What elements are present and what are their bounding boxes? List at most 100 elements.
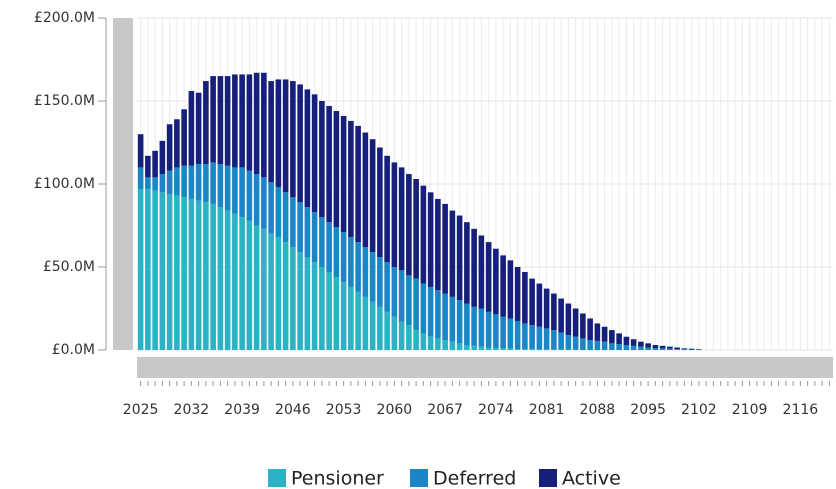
bar-segment xyxy=(195,92,202,165)
bar-segment xyxy=(681,349,688,350)
bar-segment xyxy=(145,155,151,178)
bar-segment xyxy=(275,79,282,188)
bar-segment xyxy=(319,101,325,218)
bar-segment xyxy=(630,345,637,350)
bar-segment xyxy=(493,314,499,349)
bar-segment xyxy=(580,313,586,339)
bar-segment xyxy=(485,347,492,350)
bar-segment xyxy=(224,76,231,166)
bar-segment xyxy=(413,179,419,279)
bar-segment xyxy=(616,333,622,345)
bar-segment xyxy=(152,177,158,191)
bar-segment xyxy=(464,303,470,346)
bar-segment xyxy=(449,210,456,297)
bar-segment xyxy=(391,162,398,267)
bar-segment xyxy=(471,228,477,307)
bar-segment xyxy=(232,74,238,168)
bar-segment xyxy=(159,174,166,193)
bar-segment xyxy=(384,155,390,263)
bar-segment xyxy=(166,170,173,194)
bar-segment xyxy=(529,349,535,350)
bar-segment xyxy=(384,311,390,350)
bar-segment xyxy=(522,271,528,324)
bar-segment xyxy=(456,343,463,350)
bar-segment xyxy=(674,347,680,350)
bar-segment xyxy=(435,338,441,350)
bar-segment xyxy=(638,346,644,350)
bar-segment xyxy=(333,227,340,277)
bar-segment xyxy=(493,348,499,350)
bar-segment xyxy=(304,207,311,258)
bar-segment xyxy=(355,125,361,243)
bar-segment xyxy=(377,306,383,350)
bar-segment xyxy=(159,192,166,350)
bar-segment xyxy=(253,72,260,175)
bar-segment xyxy=(442,293,448,341)
bar-segment xyxy=(224,165,231,211)
bar-segment xyxy=(377,147,383,258)
bar-segment xyxy=(145,177,151,189)
bar-segment xyxy=(645,347,651,350)
bar-segment xyxy=(261,228,267,350)
bar-segment xyxy=(601,341,608,350)
bar-segment xyxy=(297,84,303,203)
bar-segment xyxy=(565,303,572,336)
bar-segment xyxy=(311,212,318,263)
bar-segment xyxy=(261,177,267,229)
x-tick-label: 2116 xyxy=(783,402,819,418)
bar-segment xyxy=(398,270,405,322)
bar-segment xyxy=(261,72,267,178)
bar-segment xyxy=(536,326,543,350)
bar-segment xyxy=(630,339,637,346)
bar-segment xyxy=(543,328,550,350)
x-tick-label: 2053 xyxy=(326,402,362,418)
bar-segment xyxy=(137,167,144,189)
bar-segment xyxy=(667,348,673,350)
horizontal-scrollbar[interactable] xyxy=(137,357,833,378)
bar-segment xyxy=(456,300,463,344)
bar-segment xyxy=(623,345,630,350)
bar-segment xyxy=(369,301,376,350)
bar-segment xyxy=(652,348,659,350)
bar-segment xyxy=(181,109,187,166)
bar-segment xyxy=(188,165,195,199)
bar-segment xyxy=(514,320,521,350)
bar-segment xyxy=(442,203,448,294)
bar-segment xyxy=(282,242,289,350)
bar-segment xyxy=(456,215,463,301)
bar-segment xyxy=(224,210,231,350)
bar-segment xyxy=(348,120,354,238)
bar-segment xyxy=(391,316,398,350)
bar-segment xyxy=(210,76,216,163)
bar-segment xyxy=(500,255,506,317)
bar-segment xyxy=(427,336,434,350)
bar-segment xyxy=(688,348,695,350)
bar-segment xyxy=(464,222,470,304)
bar-segment xyxy=(398,321,405,350)
bar-segment xyxy=(551,293,557,331)
x-tick-label: 2060 xyxy=(377,402,413,418)
bar-segment xyxy=(152,150,158,178)
bar-segment xyxy=(166,124,173,171)
bar-segment xyxy=(362,132,369,248)
bar-segment xyxy=(340,232,347,282)
bar-segment xyxy=(413,330,419,350)
bar-segment xyxy=(304,257,311,350)
bar-segment xyxy=(485,311,492,348)
bar-segment xyxy=(290,81,296,198)
bar-segment xyxy=(478,235,485,309)
bar-segment xyxy=(195,200,202,350)
bar-segment xyxy=(507,348,514,350)
bar-segment xyxy=(311,94,318,213)
bar-segment xyxy=(471,345,477,350)
bar-segment xyxy=(645,343,651,348)
bar-segment xyxy=(181,197,187,350)
bar-segment xyxy=(188,91,195,166)
vertical-scrollbar[interactable] xyxy=(113,18,133,350)
x-tick-label: 2074 xyxy=(478,402,514,418)
bar-segment xyxy=(420,333,427,350)
bar-segment xyxy=(442,340,448,350)
bar-segment xyxy=(217,164,224,208)
bar-segment xyxy=(326,271,332,350)
bar-segment xyxy=(391,267,398,317)
